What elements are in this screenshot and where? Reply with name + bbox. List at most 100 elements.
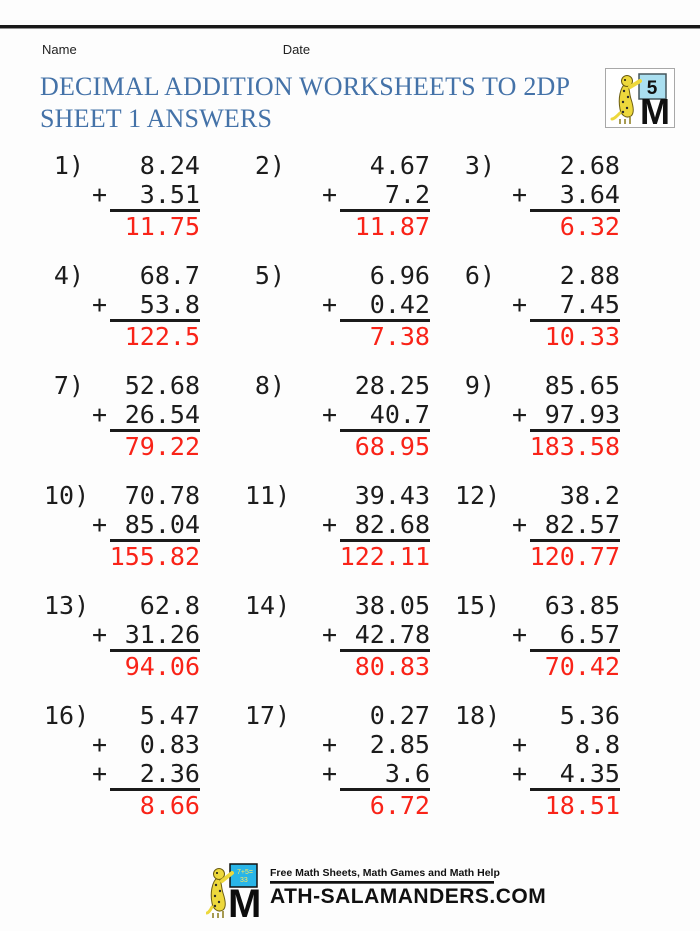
label-gap [495, 701, 508, 702]
addend-value: 7.2 [340, 180, 430, 212]
header-rule [0, 25, 700, 29]
answer-value: 8.66 [139, 791, 200, 820]
problem-number: 5) [254, 261, 285, 290]
addend-row: +4.35 [508, 759, 620, 791]
problem-number: 16) [44, 701, 90, 730]
addend-value: 28.25 [354, 371, 430, 400]
plus-sign: + [322, 730, 338, 759]
problem-cell: 15) 63.85 +6.57 70.42 [455, 591, 620, 681]
addend-value: 62.8 [139, 591, 200, 620]
problem-row: 16) 5.47 +0.83 +2.36 8.66 17) 0.27 +2.85 +3.6 6.7… [0, 701, 700, 820]
problem-number: 1) [53, 151, 84, 180]
plus-sign: + [512, 730, 528, 759]
problem-stack: 52.68 +26.54 79.22 [88, 371, 200, 461]
answer-value: 68.95 [354, 432, 430, 461]
addend-value: 3.6 [340, 759, 430, 791]
m-easel-glyph: M [228, 882, 261, 921]
addend-value: 5.36 [559, 701, 620, 730]
addend-value: 38.05 [354, 591, 430, 620]
footer-text-column: Free Math Sheets, Math Games and Math He… [270, 867, 546, 909]
addend-row: 85.65 [508, 371, 620, 400]
plus-sign [318, 481, 340, 510]
problem-stack: 5.36 +8.8 +4.35 18.51 [508, 701, 620, 820]
problem-cell: 5) 6.96 +0.42 7.38 [245, 261, 430, 351]
addend-row: +7.45 [508, 290, 620, 322]
addend-value: 2.88 [559, 261, 620, 290]
plus-sign: + [92, 510, 108, 539]
answer-value: 120.77 [529, 542, 620, 571]
page-title: DECIMAL ADDITION WORKSHEETS TO 2DP SHEET… [40, 71, 700, 135]
addend-value: 2.36 [110, 759, 200, 791]
problem-number: 10) [44, 481, 90, 510]
addend-value: 85.04 [110, 510, 200, 542]
addend-row: +6.57 [508, 620, 620, 652]
problem-cell: 11) 39.43 +82.68 122.11 [245, 481, 430, 571]
plus-sign: + [92, 730, 108, 759]
addend-row: +31.26 [88, 620, 200, 652]
answer-value: 183.58 [529, 432, 620, 461]
problem-stack: 38.05 +42.78 80.83 [318, 591, 430, 681]
problem-cell: 10) 70.78 +85.04 155.82 [44, 481, 200, 571]
addend-row: 38.05 [318, 591, 430, 620]
problem-cell: 9) 85.65 +97.93 183.58 [455, 371, 620, 461]
plus-sign: + [512, 290, 528, 319]
addend-value: 70.78 [124, 481, 200, 510]
addend-value: 6.57 [530, 620, 620, 652]
addend-value: 42.78 [340, 620, 430, 652]
addend-row: 52.68 [88, 371, 200, 400]
addend-row: 8.24 [88, 151, 200, 180]
problem-number: 14) [245, 591, 291, 620]
problem-stack: 39.43 +82.68 122.11 [318, 481, 430, 571]
footer-tagline: Free Math Sheets, Math Games and Math He… [270, 867, 500, 879]
addend-row: 70.78 [88, 481, 200, 510]
plus-sign: + [92, 400, 108, 429]
problem-stack: 63.85 +6.57 70.42 [508, 591, 620, 681]
problem-cell: 3) 2.68 +3.64 6.32 [455, 151, 620, 241]
problem-stack: 4.67 +7.2 11.87 [318, 151, 430, 241]
addend-row: +26.54 [88, 400, 200, 432]
problem-row: 4) 68.7 +53.8 122.5 5) 6.96 +0.42 7.38 6) 2.88 +7.… [0, 261, 700, 351]
addend-row: +82.57 [508, 510, 620, 542]
label-gap [285, 261, 318, 262]
addend-row: +8.8 [508, 730, 620, 759]
problem-row: 13) 62.8 +31.26 94.06 14) 38.05 +42.78 80.83 15)… [0, 591, 700, 681]
problem-stack: 85.65 +97.93 183.58 [508, 371, 620, 461]
plus-sign [318, 591, 340, 620]
plus-sign [88, 371, 110, 400]
addend-value: 2.68 [559, 151, 620, 180]
problem-number: 3) [464, 151, 495, 180]
addend-row: +53.8 [88, 290, 200, 322]
answer-value: 7.38 [369, 322, 430, 351]
answer-value: 11.87 [354, 212, 430, 241]
addend-row: +0.83 [88, 730, 200, 759]
plus-sign: + [322, 510, 338, 539]
problem-stack: 6.96 +0.42 7.38 [318, 261, 430, 351]
addend-row: 5.36 [508, 701, 620, 730]
answer-value: 10.33 [544, 322, 620, 351]
addend-value: 8.24 [139, 151, 200, 180]
addend-row: 2.68 [508, 151, 620, 180]
addend-row: 2.88 [508, 261, 620, 290]
plus-sign: + [512, 180, 528, 209]
problem-number: 13) [44, 591, 90, 620]
plus-sign: + [322, 759, 338, 788]
problem-row: 7) 52.68 +26.54 79.22 8) 28.25 +40.7 68.95 9) 85.… [0, 371, 700, 461]
addend-row: 5.47 [88, 701, 200, 730]
problem-cell: 2) 4.67 +7.2 11.87 [245, 151, 430, 241]
answer-value: 94.06 [124, 652, 200, 681]
label-gap [285, 151, 318, 152]
plus-sign [88, 591, 110, 620]
addend-value: 4.67 [369, 151, 430, 180]
addend-value: 0.27 [369, 701, 430, 730]
addend-value: 0.42 [340, 290, 430, 322]
addend-value: 3.64 [530, 180, 620, 212]
plus-sign [88, 481, 110, 510]
addend-value: 63.85 [544, 591, 620, 620]
label-gap [495, 481, 508, 482]
plus-sign: + [512, 759, 528, 788]
salamander-footer-icon: 7+5= 33 M [206, 863, 261, 921]
answer-value: 80.83 [354, 652, 430, 681]
addend-value: 39.43 [354, 481, 430, 510]
problem-number: 18) [455, 701, 501, 730]
addend-row: 62.8 [88, 591, 200, 620]
